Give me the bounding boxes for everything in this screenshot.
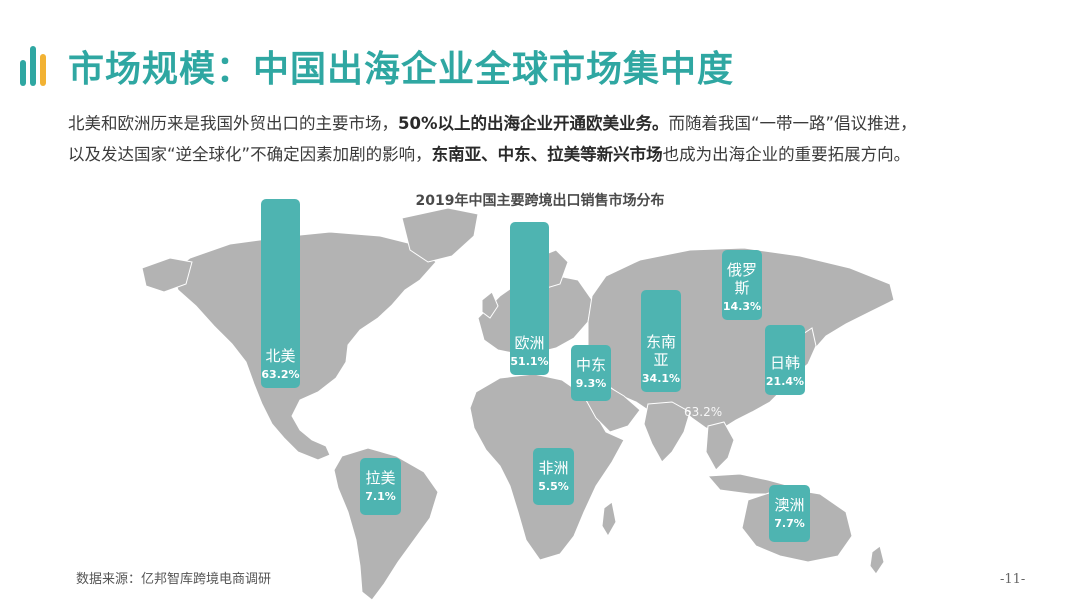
description: 北美和欧洲历来是我国外贸出口的主要市场，50%以上的出海企业开通欧美业务。而随着… (68, 108, 1018, 170)
desc-line1-post: 而随着我国“一带一路”倡议推进， (668, 114, 917, 133)
bar-value-southeast-asia: 34.1% (641, 371, 681, 385)
bar-label-europe: 欧洲 (514, 333, 545, 352)
box-africa: 非洲 5.5% (533, 448, 574, 505)
bar-label-southeast-asia: 东南亚 (645, 332, 676, 369)
bar-label-japan-korea: 日韩 (769, 354, 800, 372)
page-number: -11- (1000, 572, 1026, 587)
title-accent-bars (20, 44, 50, 86)
bar-europe: 欧洲 51.1% (510, 222, 549, 375)
box-value-africa: 5.5% (538, 480, 569, 493)
desc-line1-bold: 50%以上的出海企业开通欧美业务。 (398, 114, 669, 133)
bar-label-north-america: 北美 (265, 347, 296, 365)
desc-line1-pre: 北美和欧洲历来是我国外贸出口的主要市场， (68, 114, 398, 133)
box-label-latin-america: 拉美 (365, 469, 396, 487)
uk-shape (481, 291, 499, 319)
bar-value-japan-korea: 21.4% (765, 375, 805, 388)
india-shape (643, 401, 691, 463)
bar-value-north-america: 63.2% (261, 368, 300, 381)
alaska-shape (141, 257, 193, 293)
accent-bar-1 (20, 60, 26, 86)
bar-value-europe: 51.1% (510, 354, 549, 368)
box-label-australia: 澳洲 (774, 496, 805, 514)
accent-bar-2 (30, 46, 36, 86)
bar-southeast-asia: 东南亚 34.1% (641, 290, 681, 392)
chart-title: 2019年中国主要跨境出口销售市场分布 (415, 193, 665, 209)
madagascar-shape (601, 501, 617, 537)
box-middle-east: 中东 9.3% (571, 345, 611, 401)
desc-line2-pre: 以及发达国家“逆全球化”不确定因素加剧的影响， (68, 145, 432, 164)
desc-line2-post: 也成为出海企业的重要拓展方向。 (662, 145, 911, 164)
box-value-middle-east: 9.3% (575, 376, 607, 390)
bar-russia: 俄罗斯 14.3% (722, 250, 762, 320)
se-asia-shape (705, 421, 735, 471)
box-label-africa: 非洲 (538, 459, 569, 477)
box-australia: 澳洲 7.7% (769, 485, 810, 542)
bar-japan-korea: 日韩 21.4% (765, 325, 805, 395)
accent-bar-3 (40, 54, 46, 86)
north-america-shape (171, 231, 437, 461)
data-source: 数据来源：亿邦智库跨境电商调研 (76, 572, 272, 587)
box-latin-america: 拉美 7.1% (360, 458, 401, 515)
bar-label-russia: 俄罗斯 (726, 261, 757, 297)
new-zealand-shape (869, 545, 885, 575)
page-title: 市场规模：中国出海企业全球市场集中度 (68, 49, 735, 90)
box-label-middle-east: 中东 (575, 355, 606, 374)
bar-north-america: 北美 63.2% (261, 199, 300, 388)
greenland-shape (401, 207, 479, 263)
bar-value-russia: 14.3% (722, 300, 762, 313)
box-value-latin-america: 7.1% (365, 490, 396, 503)
box-value-australia: 7.7% (774, 517, 805, 530)
stray-value-label: 63.2% (684, 405, 723, 419)
desc-line2-bold: 东南亚、中东、拉美等新兴市场 (431, 145, 663, 164)
